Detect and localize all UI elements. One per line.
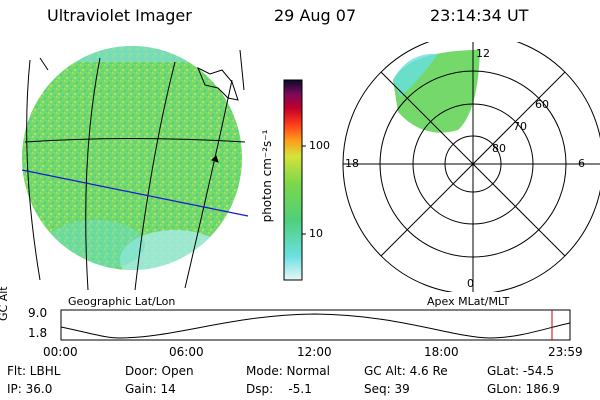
ground-track-line xyxy=(21,169,249,217)
polar-grid xyxy=(342,42,600,292)
geographic-image xyxy=(21,46,249,290)
status-seq: Seq: 39 xyxy=(364,382,410,396)
lat-80-label: 80 xyxy=(492,142,506,155)
altitude-curve xyxy=(60,313,571,339)
status-glat: GLat: -54.5 xyxy=(487,364,554,378)
altitude-y-bottom: 1.8 xyxy=(28,326,48,340)
status-mode: Mode: Normal xyxy=(246,364,330,378)
mlt-12-label: 12 xyxy=(476,47,490,60)
lat-70-label: 70 xyxy=(513,120,527,133)
aurora-image xyxy=(22,46,242,270)
apex-label: Apex MLat/MLT xyxy=(427,295,510,308)
status-door: Door: Open xyxy=(125,364,194,378)
colorbar-tick-10: 10 xyxy=(309,227,323,240)
status-flt: Flt: LBHL xyxy=(7,364,61,378)
date-label: 29 Aug 07 xyxy=(274,6,357,25)
polar-plot xyxy=(342,42,600,292)
status-gcalt: GC Alt: 4.6 Re xyxy=(364,364,448,378)
time-label: 23:14:34 UT xyxy=(430,6,529,25)
altitude-axis-label: GC Alt xyxy=(0,286,10,321)
x-tick-4: 23:59 xyxy=(548,345,583,359)
status-ip: IP: 36.0 xyxy=(7,382,53,396)
x-tick-2: 12:00 xyxy=(297,345,332,359)
status-glon: GLon: 186.9 xyxy=(487,382,560,396)
latlon-grid xyxy=(24,57,246,290)
colorbar: photon cm⁻²s⁻¹ xyxy=(262,79,306,281)
mlt-0-label: 0 xyxy=(467,277,474,290)
colorbar-unit: photon cm⁻²s⁻¹ xyxy=(262,129,274,222)
mlt-18-label: 18 xyxy=(345,157,359,170)
mlt-6-label: 6 xyxy=(578,157,585,170)
x-tick-0: 00:00 xyxy=(43,345,78,359)
geographic-label: Geographic Lat/Lon xyxy=(68,295,176,308)
altitude-frame xyxy=(60,309,571,341)
lat-60-label: 60 xyxy=(535,98,549,111)
altitude-y-top: 9.0 xyxy=(28,306,48,320)
status-gain: Gain: 14 xyxy=(125,382,176,396)
x-tick-3: 18:00 xyxy=(424,345,459,359)
altitude-plot xyxy=(60,309,571,341)
status-dsp: Dsp: -5.1 xyxy=(246,382,312,396)
instrument-title: Ultraviolet Imager xyxy=(47,6,192,25)
colorbar-tick-100: 100 xyxy=(309,139,330,152)
colorbar-gradient xyxy=(283,79,303,281)
coastline xyxy=(197,49,245,163)
x-tick-1: 06:00 xyxy=(169,345,204,359)
